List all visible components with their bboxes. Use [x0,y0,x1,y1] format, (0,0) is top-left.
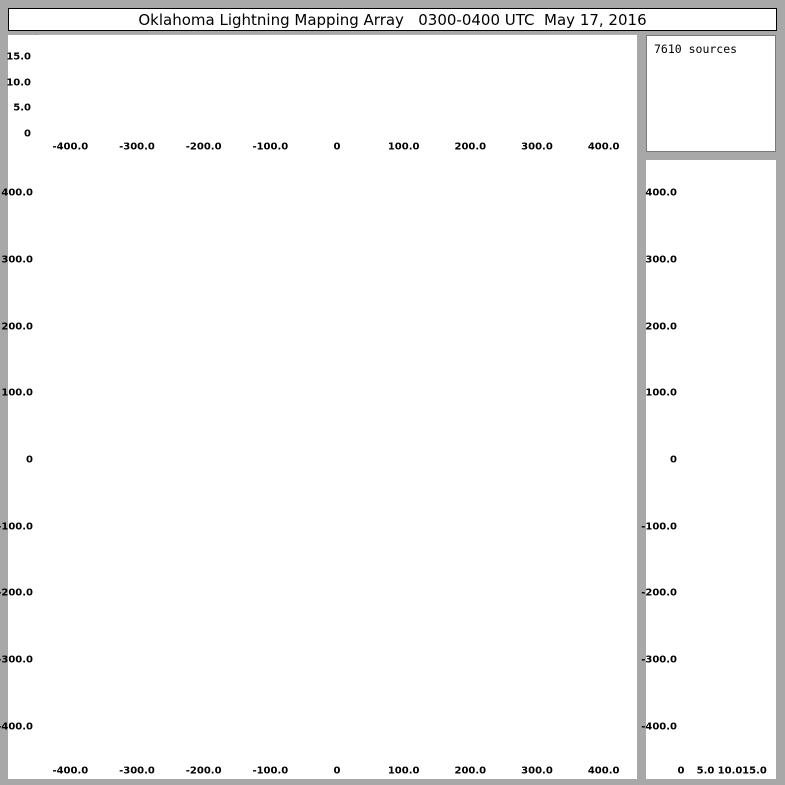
ns-axis-tick-label: 300.0 [645,254,677,266]
ew-axis-tick-label: 0 [333,141,341,153]
ew-axis-tick-label: -400.0 [52,141,89,153]
ns-axis-tick-label: -400.0 [641,721,677,733]
alt-axis-tick-label: 0 [677,765,685,777]
ns-axis-tick-label: 300.0 [1,254,33,266]
ew-axis-tick-label: -200.0 [185,765,222,777]
ns-axis-tick-label: 400.0 [1,187,33,199]
sources-count-label: 7610 sources [654,42,738,56]
panel-divider-horizontal [646,152,777,160]
ns-axis-tick-label: -300.0 [0,654,33,666]
ns-axis-tick-label: 200.0 [645,321,677,333]
page-title: Oklahoma Lightning Mapping Array 0300-04… [138,10,647,29]
ns-axis-tick-label: 0 [26,454,33,466]
ew-axis-tick-label: 100.0 [387,141,420,153]
ew-axis-tick-label: 0 [333,765,341,777]
ew-axis-tick-label: 200.0 [454,765,487,777]
alt-axis-tick-label: 15.0 [6,51,31,63]
ew-axis-tick-label: -400.0 [52,765,89,777]
ns-axis-tick-label: 400.0 [645,187,677,199]
ns-axis-tick-label: -300.0 [641,654,677,666]
ew-axis-tick-label: -300.0 [119,765,155,777]
ns-axis-tick-label: 100.0 [645,387,677,399]
ns-axis-tick-label: 200.0 [1,321,33,333]
ew-axis-tick-label: 100.0 [387,765,420,777]
ew-axis-tick-label: 400.0 [587,765,620,777]
ew-axis-tick-label: 300.0 [521,141,553,153]
ew-axis-tick-label: 400.0 [587,141,620,153]
sources-count-box: 7610 sources [646,35,776,152]
alt-axis-tick-label: 5.0 [13,102,31,114]
ew-axis-tick-label: 200.0 [454,141,487,153]
ns-axis-tick-label: -200.0 [0,587,33,599]
ns-axis-tick-label: -200.0 [641,587,677,599]
alt-axis-tick-label: 15.0 [742,765,767,777]
ns-axis-tick-label: -100.0 [641,521,677,533]
alt-axis-tick-label: 0 [24,128,31,140]
ew-axis-tick-label: -100.0 [252,141,289,153]
ns-axis-tick-label: 0 [670,454,677,466]
ew-axis-tick-label: -100.0 [252,765,289,777]
alt-axis-tick-label: 5.0 [696,765,715,777]
alt-axis-tick-label: 10.0 [717,765,743,777]
ns-axis-tick-label: -400.0 [0,721,33,733]
alt-axis-tick-label: 10.0 [6,77,31,88]
ns-axis-tick-label: -100.0 [0,521,33,533]
ns-axis-tick-label: 100.0 [1,387,33,399]
ew-axis-tick-label: -200.0 [185,141,222,153]
ew-axis-tick-label: -300.0 [119,141,155,153]
ew-axis-tick-label: 300.0 [521,765,553,777]
panel-divider-vertical [637,35,646,779]
title-bar: Oklahoma Lightning Mapping Array 0300-04… [8,8,777,31]
